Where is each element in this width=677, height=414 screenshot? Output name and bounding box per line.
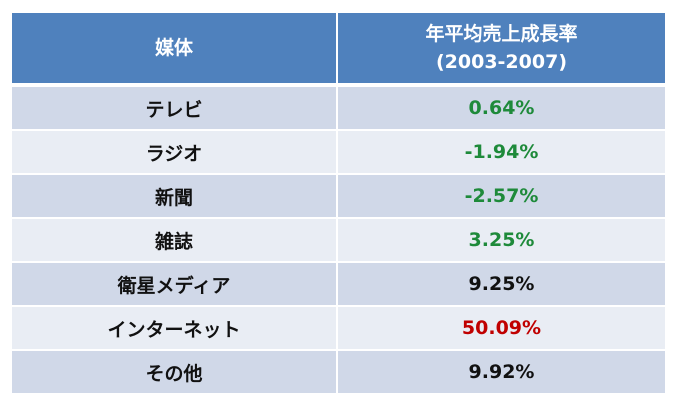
table-row: 雑誌 3.25%: [12, 217, 665, 262]
table-body: テレビ 0.64% ラジオ -1.94% 新聞 -2.57% 雑誌 3.25% 衛星メディア 9.…: [12, 84, 665, 393]
table-row: 衛星メディア 9.25%: [12, 261, 665, 306]
header-growth-title: 年平均売上成長率: [425, 23, 578, 45]
growth-cell: 9.92%: [337, 349, 665, 393]
header-growth-rate: 年平均売上成長率 (2003-2007): [337, 13, 665, 87]
header-growth-period: (2003-2007): [435, 51, 567, 73]
growth-cell: 3.25%: [337, 217, 665, 262]
media-cell: 雑誌: [12, 217, 338, 262]
growth-cell: 0.64%: [337, 84, 665, 130]
table-header: 媒体 年平均売上成長率 (2003-2007): [12, 13, 665, 87]
growth-cell: 9.25%: [337, 261, 665, 306]
table-row: テレビ 0.64%: [12, 84, 665, 130]
growth-cell: -2.57%: [337, 173, 665, 218]
table-row: 新聞 -2.57%: [12, 173, 665, 218]
media-cell: ラジオ: [12, 129, 338, 174]
table-row: ラジオ -1.94%: [12, 129, 665, 174]
growth-cell: -1.94%: [337, 129, 665, 174]
media-cell: 新聞: [12, 173, 338, 218]
table-row: その他 9.92%: [12, 349, 665, 393]
table-row: インターネット 50.09%: [12, 305, 665, 350]
header-media: 媒体: [12, 13, 338, 87]
media-cell: その他: [12, 349, 338, 393]
growth-cell: 50.09%: [337, 305, 665, 350]
header-row: 媒体 年平均売上成長率 (2003-2007): [12, 13, 665, 87]
media-cell: インターネット: [12, 305, 338, 350]
growth-table-container: 媒体 年平均売上成長率 (2003-2007) テレビ 0.64% ラジオ -1.94…: [12, 13, 665, 393]
media-cell: 衛星メディア: [12, 261, 338, 306]
media-cell: テレビ: [12, 84, 338, 130]
media-growth-table: 媒体 年平均売上成長率 (2003-2007) テレビ 0.64% ラジオ -1.94…: [12, 13, 665, 393]
